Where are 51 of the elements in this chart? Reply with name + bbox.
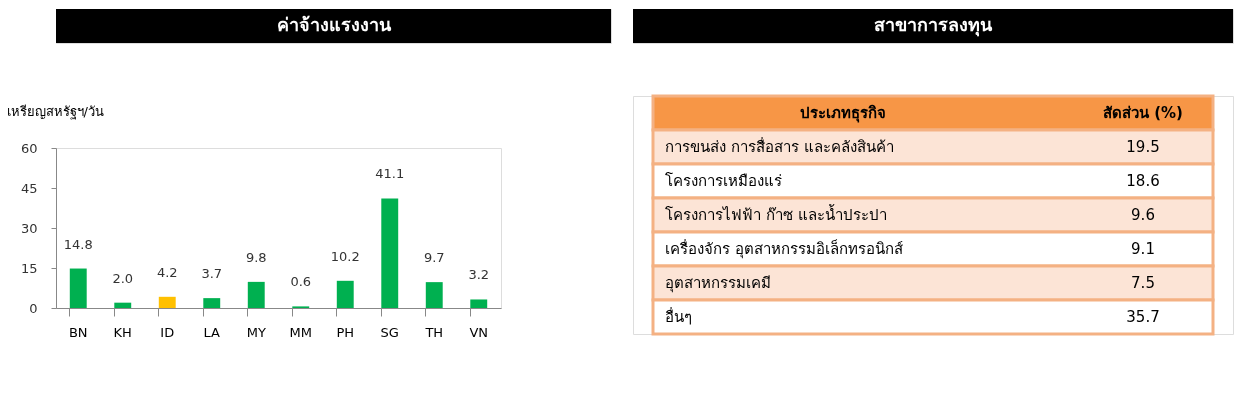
bar xyxy=(425,282,443,308)
x-tick-label: PH xyxy=(336,324,355,340)
y-tick-label: 60 xyxy=(20,140,38,156)
data-label: 4.2 xyxy=(156,264,178,280)
text: 35.7 xyxy=(1126,308,1160,326)
text: 9.1 xyxy=(1131,240,1155,258)
data-label: 2.0 xyxy=(112,270,134,286)
x-tick-label: LA xyxy=(203,324,221,340)
bar xyxy=(381,198,399,308)
y-tick-label: 15 xyxy=(20,260,38,276)
text: การขนส่ง การสื่อสาร และคลังสินค้า xyxy=(665,136,894,156)
x-tick-label: MY xyxy=(246,324,266,340)
y-tick-label: 30 xyxy=(20,220,38,236)
bar xyxy=(114,302,132,308)
x-tick-label: KH xyxy=(113,324,132,340)
text: สาขาการลงทุน xyxy=(874,14,993,37)
data-label: 41.1 xyxy=(375,166,405,182)
text: เครื่องจักร อุตสาหกรรมอิเล็กทรอนิกส์ xyxy=(665,238,903,259)
bar xyxy=(247,281,265,308)
text: สัดส่วน (%) xyxy=(1103,104,1183,122)
chart-title: ค่าจ้างแรงงาน xyxy=(276,14,392,35)
y-tick-label: 45 xyxy=(20,180,38,196)
data-label: 14.8 xyxy=(63,236,93,252)
bar xyxy=(69,268,87,308)
text: โครงการเหมืองแร่ xyxy=(665,172,782,190)
text: 7.5 xyxy=(1131,274,1155,292)
text: 19.5 xyxy=(1126,138,1160,156)
data-label: 9.8 xyxy=(245,249,267,265)
x-tick-label: BN xyxy=(68,324,88,340)
x-tick-label: VN xyxy=(469,324,489,340)
y-tick-label: 0 xyxy=(29,300,38,316)
x-tick-label: SG xyxy=(380,324,399,340)
data-label: 3.2 xyxy=(468,267,490,283)
data-label: 9.7 xyxy=(423,250,445,266)
bar xyxy=(203,298,221,308)
text: 9.6 xyxy=(1131,206,1155,224)
x-tick-label: TH xyxy=(424,324,444,340)
y-axis-title: เหรียญสหรัฐฯ/วัน xyxy=(6,103,104,120)
bar xyxy=(336,280,354,308)
text: อุตสาหกรรมเคมี xyxy=(665,274,771,293)
text: โครงการไฟฟ้า ก๊าซ และน้ำประปา xyxy=(665,204,887,224)
text: 18.6 xyxy=(1126,172,1160,190)
text: ประเภทธุรกิจ xyxy=(800,104,886,123)
bar xyxy=(158,296,176,308)
text: อื่นๆ xyxy=(665,306,692,326)
data-label: 3.7 xyxy=(201,266,223,282)
data-label: 10.2 xyxy=(330,248,360,264)
bar xyxy=(470,299,488,308)
x-tick-label: MM xyxy=(289,324,312,340)
x-tick-label: ID xyxy=(160,324,175,340)
data-label: 0.6 xyxy=(290,274,312,290)
